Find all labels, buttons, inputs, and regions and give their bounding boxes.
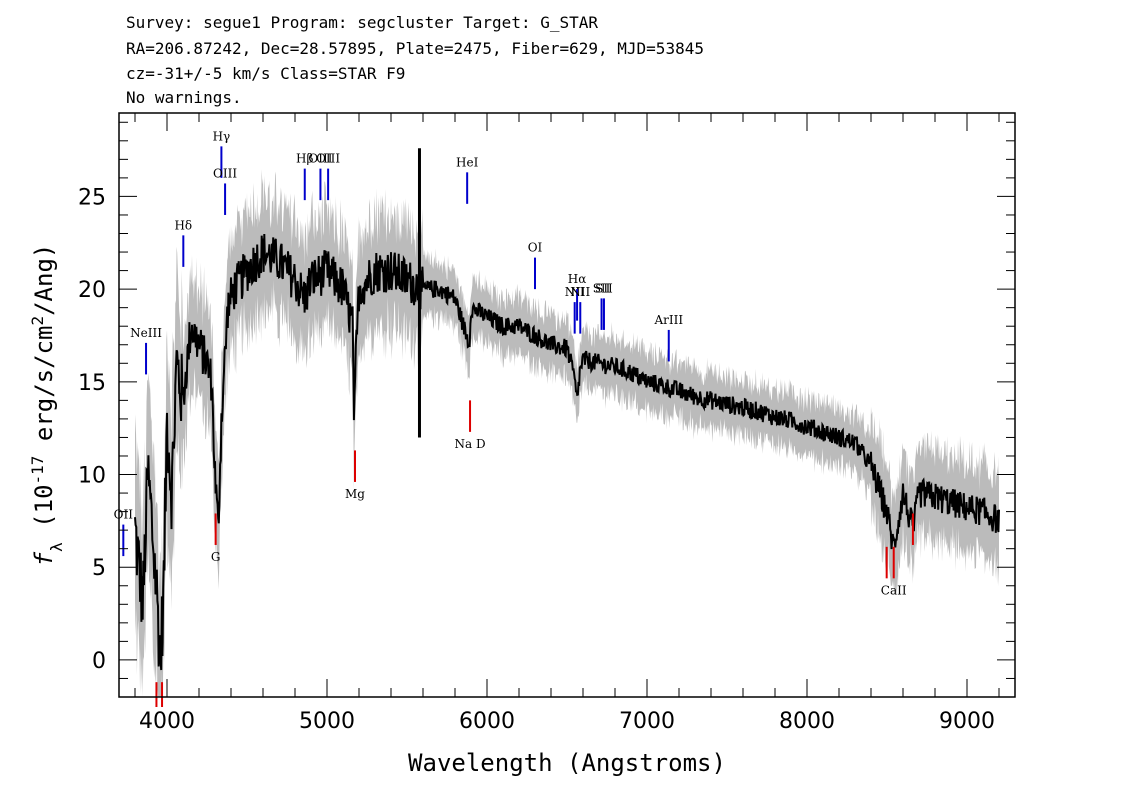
y-tick-label: 10 [78, 464, 106, 489]
annotation-label: NII [565, 285, 585, 299]
y-tick-label: 0 [92, 649, 106, 674]
annotation-label: OIII [316, 152, 340, 166]
x-tick-label: 4000 [139, 709, 195, 734]
annotation-label: Na D [454, 437, 485, 451]
x-tick-label: 7000 [619, 709, 675, 734]
spectrum-line [134, 233, 1000, 671]
x-tick-label: 5000 [299, 709, 355, 734]
annotation-label: HeI [456, 155, 479, 169]
annotation-label: Hα [568, 272, 587, 286]
y-tick-label: 15 [78, 371, 106, 396]
annotation-label: Mg [345, 487, 365, 501]
error-band [135, 169, 999, 697]
x-tick-label: 9000 [939, 709, 995, 734]
y-tick-label: 20 [78, 278, 106, 303]
x-tick-label: 8000 [779, 709, 835, 734]
annotation-label: SII [593, 281, 611, 295]
x-axis-title: Wavelength (Angstroms) [408, 749, 726, 777]
annotation-label: SII [595, 281, 613, 295]
plot-frame [118, 112, 1016, 698]
plot-area [134, 148, 1000, 697]
header-line-coordinates: RA=206.87242, Dec=28.57895, Plate=2475, … [126, 39, 704, 58]
annotation-label: G [211, 550, 221, 564]
annotation-label: OIII [213, 166, 237, 180]
annotation-label: CaII [881, 583, 907, 597]
x-tick-label: 6000 [459, 709, 515, 734]
y-axis-ticks: 0 5 10 15 20 25 [78, 121, 1015, 679]
header-line-warnings: No warnings. [126, 88, 242, 107]
annotation-label: Hβ [296, 152, 313, 166]
y-tick-label: 25 [78, 185, 106, 210]
annotation-label: NeIII [130, 326, 162, 340]
y-tick-label: 5 [92, 556, 106, 581]
annotation-label: Hδ [174, 218, 192, 232]
y-axis-title: fλ (10-17 erg/s/cm2/Ang) [28, 244, 66, 567]
annotation-label: ArIII [653, 313, 683, 327]
annotation-label: OI [528, 241, 543, 255]
annotation-label: Hγ [213, 129, 231, 143]
annotation-label: OII [114, 508, 134, 522]
annotation-label: NII [570, 285, 590, 299]
x-axis-ticks: 4000 5000 6000 7000 8000 9000 [134, 113, 1000, 734]
annotation-label: OIII [308, 152, 332, 166]
header-line-redshift-class: cz=-31+/-5 km/s Class=STAR F9 [126, 64, 405, 83]
header-line-survey: Survey: segue1 Program: segcluster Targe… [126, 13, 598, 32]
